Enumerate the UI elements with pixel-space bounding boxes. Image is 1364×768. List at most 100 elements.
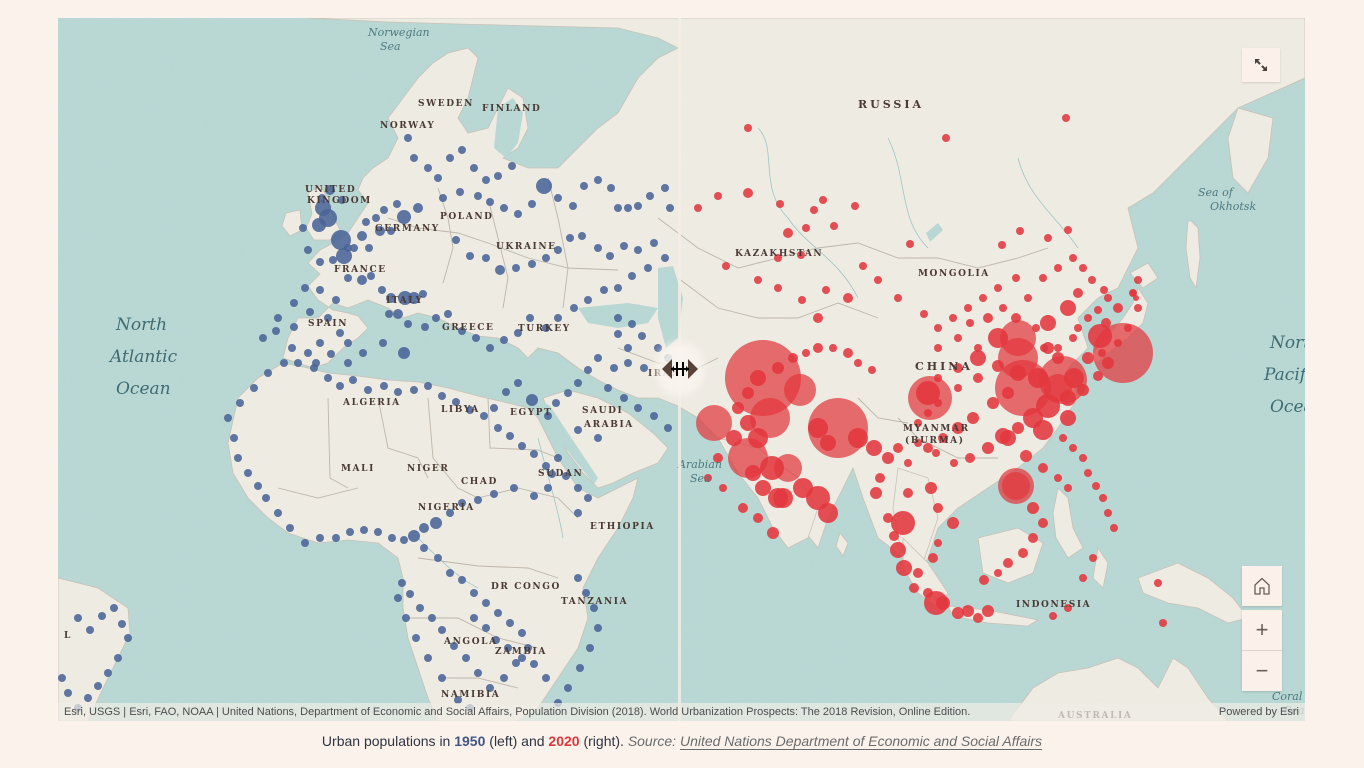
country-label: (BURMA) [905,435,965,446]
city-dot [1079,574,1087,582]
city-dot [624,204,632,212]
city-dot [569,202,577,210]
city-dot [1134,276,1142,284]
city-dot [594,434,602,442]
country-label: GREECE [442,323,495,333]
powered-by-esri[interactable]: Powered by Esri [1218,706,1299,718]
zoom-out-button[interactable]: − [1242,651,1282,691]
city-dot [359,349,367,357]
city-dot [1020,450,1032,462]
city-dot [542,254,550,262]
city-dot [1113,303,1123,313]
city-dot [1018,548,1028,558]
city-dot [694,204,702,212]
city-dot [349,376,357,384]
ocean-label: Ocean [116,379,171,399]
city-dot [480,412,488,420]
city-dot [925,482,937,494]
city-dot [644,264,652,272]
city-dot [753,513,763,523]
country-label: INDONESIA [1016,600,1091,610]
city-dot [301,539,309,547]
city-dot [1059,434,1067,442]
city-dot [620,242,628,250]
city-dot [661,184,669,192]
city-dot [767,527,779,539]
city-dot [412,634,420,642]
city-dot [998,338,1038,378]
city-dot [482,599,490,607]
city-dot [740,415,756,431]
city-dot [924,591,948,615]
city-dot [868,366,876,374]
city-dot [908,376,952,420]
city-dot [299,224,307,232]
city-dot [1064,604,1072,612]
expand-arrows-icon [1255,59,1267,71]
city-dot [380,206,388,214]
city-dot [419,523,429,533]
city-dot [819,196,827,204]
city-dot [375,226,385,236]
city-dot [634,404,642,412]
country-label: ZAMBIA [495,647,547,657]
city-dot [566,234,574,242]
city-dot [1101,318,1111,328]
city-dot [942,134,950,142]
city-dot [1060,300,1076,316]
country-label: NIGER [407,464,449,474]
country-label: KAZAKHSTAN [735,249,823,259]
map-view[interactable]: SWEDEN FINLAND NORWAY UNITED KINGDOM GERMANY P… [58,18,1305,721]
swipe-handle[interactable] [655,342,705,396]
city-dot [574,574,582,582]
city-dot [432,314,440,322]
city-dot [748,428,768,448]
city-dot [1003,558,1013,568]
city-dot [1024,294,1032,302]
city-dot [654,344,662,352]
city-dot [954,334,962,342]
city-dot [398,579,406,587]
city-dot [1040,344,1048,352]
city-dot [312,218,326,232]
country-label: SAUDI [582,406,623,416]
city-dot [438,626,446,634]
city-dot [454,696,462,704]
city-dot [742,387,754,399]
city-dot [962,605,974,617]
city-dot [719,484,727,492]
fullscreen-button[interactable] [1242,48,1280,82]
city-dot [374,528,382,536]
city-dot [843,348,853,358]
country-label: CHINA [915,360,973,373]
city-dot [1038,463,1048,473]
city-dot [614,204,622,212]
ocean-label: Ocean [1270,397,1305,417]
city-dot [1012,274,1020,282]
city-dot [1012,422,1024,434]
swipe-handle-icon [662,359,698,379]
city-dot [336,329,344,337]
country-label: NAMIBIA [441,690,500,700]
city-dot [406,590,414,598]
city-dot [1092,482,1100,490]
city-dot [506,432,514,440]
city-dot [324,374,332,382]
city-dot [574,484,582,492]
source-link[interactable]: United Nations Department of Economic an… [679,733,1043,749]
city-dot [628,320,636,328]
city-dot [1054,344,1062,352]
home-button[interactable] [1242,566,1282,606]
city-dot [332,534,340,542]
zoom-in-button[interactable]: + [1242,610,1282,651]
city-dot [580,182,588,190]
city-dot [664,424,672,432]
country-label: UNITED [305,185,356,195]
city-dot [124,634,132,642]
city-dot [466,406,474,414]
city-dot [1130,290,1136,296]
city-dot [530,492,538,500]
city-dot [570,304,578,312]
city-dot [1110,524,1118,532]
city-dot [964,304,972,312]
